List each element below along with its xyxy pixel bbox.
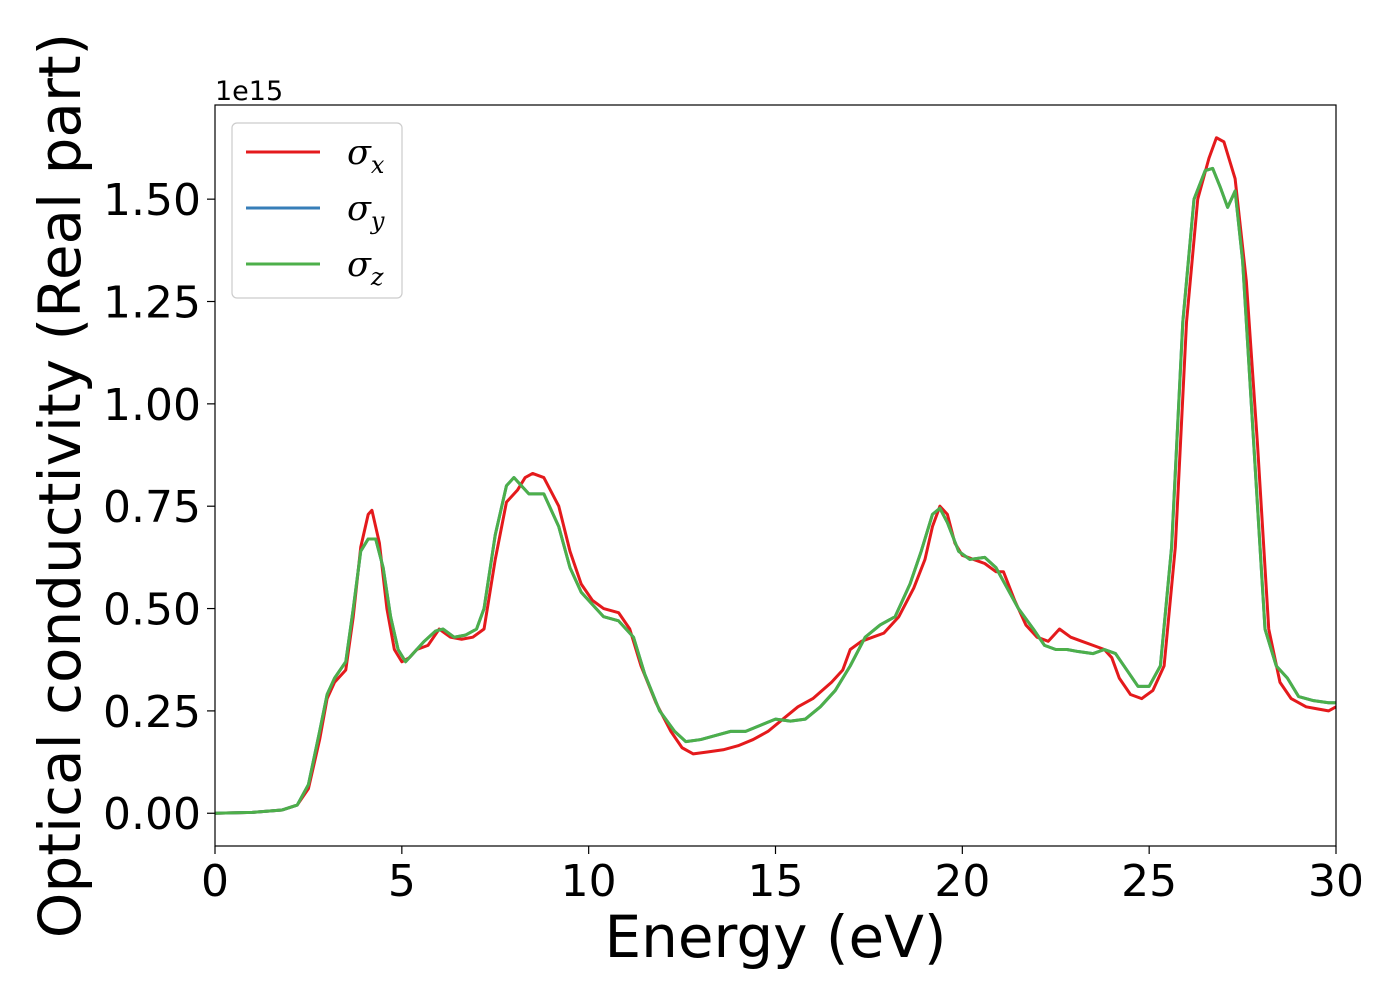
legend: σx σy σz xyxy=(231,122,403,299)
legend-label-y: σy xyxy=(347,189,385,235)
y-axis-ticks: 0.00 0.25 0.50 0.75 1.00 1.25 1.50 xyxy=(103,175,215,840)
y-axis-offset-label: 1e15 xyxy=(215,76,283,107)
y-tick-label: 0.75 xyxy=(103,482,201,533)
series-line-z xyxy=(215,166,1336,815)
y-tick-label: 0.00 xyxy=(103,789,201,840)
x-tick-label: 30 xyxy=(1308,856,1364,907)
x-tick-label: 15 xyxy=(748,856,804,907)
x-tick-label: 25 xyxy=(1121,856,1177,907)
x-tick-label: 0 xyxy=(201,856,229,907)
y-tick-label: 0.50 xyxy=(103,585,201,636)
legend-label-x: σx xyxy=(347,133,385,179)
y-tick-label: 1.25 xyxy=(103,278,201,329)
legend-label-z: σz xyxy=(347,245,384,291)
x-tick-label: 10 xyxy=(561,856,617,907)
y-axis-label: Optical conductivity (Real part) xyxy=(26,33,94,938)
y-tick-label: 1.00 xyxy=(103,380,201,431)
x-axis-label: Energy (eV) xyxy=(604,903,946,971)
x-tick-label: 5 xyxy=(388,856,416,907)
legend-box xyxy=(231,122,403,299)
x-axis-ticks: 0 5 10 15 20 25 30 xyxy=(201,846,1364,907)
y-tick-label: 0.25 xyxy=(103,687,201,738)
x-tick-label: 20 xyxy=(934,856,990,907)
y-tick-label: 1.50 xyxy=(103,175,201,226)
series-layer xyxy=(215,136,1336,815)
